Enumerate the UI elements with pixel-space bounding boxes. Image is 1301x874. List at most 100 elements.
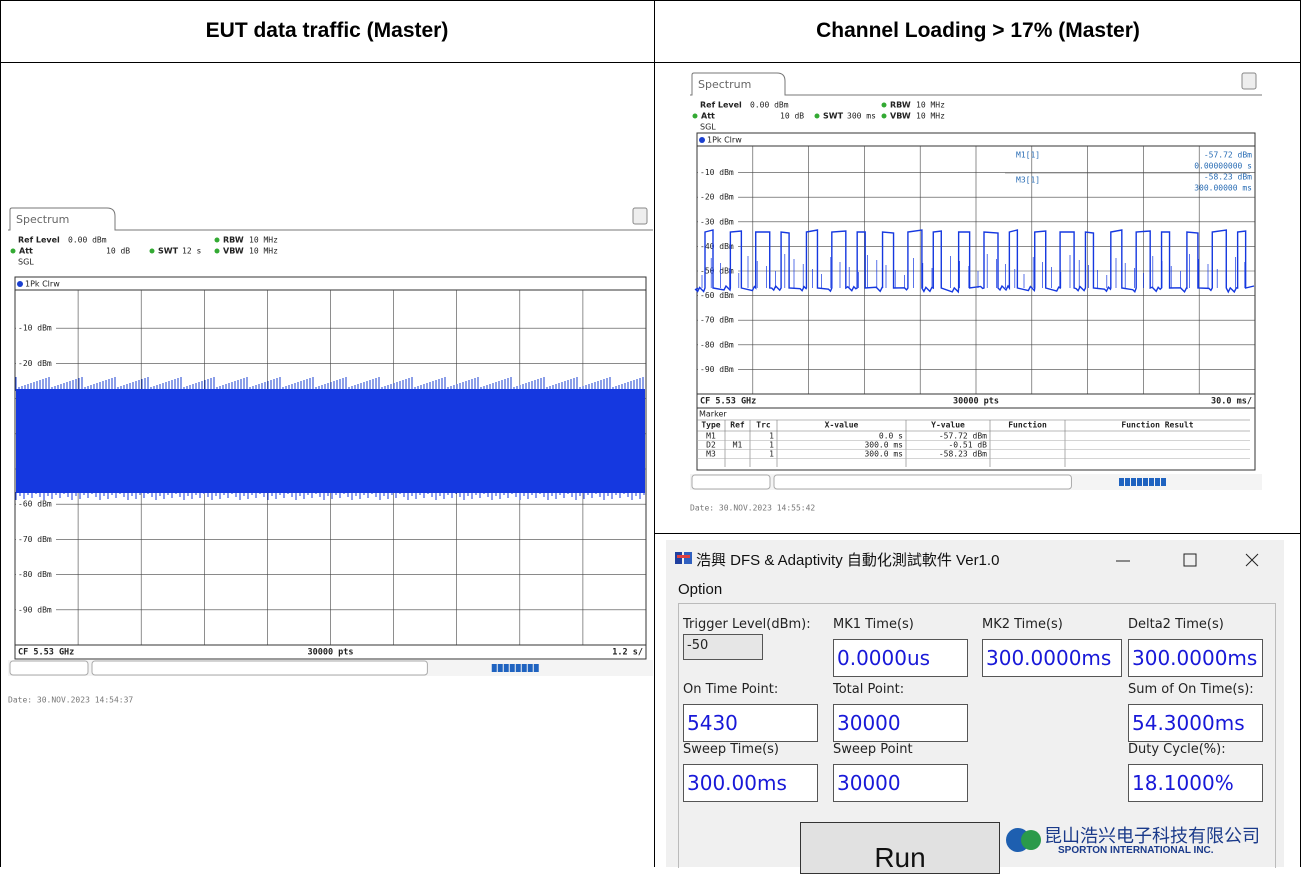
status-dot — [215, 249, 220, 254]
marker-table-cell: -0.51 dB — [948, 441, 987, 450]
y-axis-label: -90 dBm — [18, 605, 52, 614]
company-name-en: SPORTON INTERNATIONAL INC. — [1058, 845, 1214, 856]
icon — [633, 208, 647, 224]
spectrum-screenshot: SpectrumRef Level0.00 dBmRBW10 MHzAtt10 … — [8, 205, 653, 715]
field-value: 54.3000ms — [1128, 704, 1263, 742]
att-label: Att — [701, 112, 715, 121]
marker-table-header: Function — [1008, 420, 1047, 430]
field-value: 18.1000% — [1128, 764, 1263, 802]
app-icon — [674, 550, 694, 566]
ref-level: 0.00 dBm — [750, 101, 789, 110]
progress-block — [516, 664, 521, 672]
progress-block — [1143, 478, 1148, 486]
field-label: Delta2 Time(s) — [1128, 617, 1224, 632]
time-scale: 30.0 ms/ — [1211, 397, 1252, 407]
trace-label: 1Pk Clrw — [25, 280, 60, 289]
field-label: Trigger Level(dBm): — [683, 617, 811, 632]
header-cell: EUT data traffic (Master) — [0, 0, 654, 62]
progress-block — [1131, 478, 1136, 486]
marker-level: -58.23 dBm — [1204, 173, 1252, 182]
date: Date: 30.NOV.2023 14:54:37 — [8, 696, 133, 705]
marker-table-header: Function Result — [1121, 420, 1193, 430]
mode: SGL — [700, 123, 716, 132]
marker-table-header: Type — [701, 421, 720, 430]
y-axis-label: -60 dBm — [18, 500, 52, 509]
status-field — [774, 475, 1071, 489]
status-dot — [882, 103, 887, 108]
center-frequency: CF 5.53 GHz — [700, 397, 756, 407]
y-axis-label: -90 dBm — [700, 365, 734, 374]
swt-label: SWT — [158, 247, 179, 256]
y-axis-label: -70 dBm — [18, 535, 52, 544]
page: EUT data traffic (Master) Channel Loadin… — [0, 0, 1301, 867]
marker-table-title: Marker — [699, 410, 727, 419]
company-logo — [1004, 822, 1044, 862]
ref-level: 0.00 dBm — [68, 236, 107, 245]
tab-label: Spectrum — [698, 78, 751, 91]
swt: 12 s — [182, 247, 201, 256]
marker-table-cell: -57.72 dBm — [939, 432, 987, 441]
vbw: 10 MHz — [249, 247, 278, 256]
marker-table-cell: 1 — [769, 441, 774, 450]
progress-block — [1155, 478, 1160, 486]
marker-name: M3[1] — [1016, 176, 1040, 185]
field-value: 300.00ms — [683, 764, 818, 802]
y-axis-label: -30 dBm — [700, 217, 734, 226]
marker-table-cell: 1 — [769, 450, 774, 459]
icon — [1242, 73, 1256, 89]
status-dot — [693, 114, 698, 119]
field-label: MK1 Time(s) — [833, 617, 914, 632]
cell-divider — [654, 533, 1301, 534]
swt-label: SWT — [823, 112, 844, 121]
swt: 300 ms — [847, 112, 876, 121]
marker-table-cell: M1 — [733, 441, 743, 450]
marker-name: M1[1] — [1016, 151, 1040, 160]
status-dot — [150, 249, 155, 254]
vbw-label: VBW — [890, 112, 911, 121]
status-field — [692, 475, 770, 489]
marker-table-cell: M3 — [706, 450, 716, 459]
field-label: Sweep Time(s) — [683, 742, 779, 757]
window-controls[interactable] — [1106, 548, 1276, 572]
center-frequency: CF 5.53 GHz — [18, 648, 74, 658]
progress-block — [1125, 478, 1130, 486]
progress-block — [534, 664, 539, 672]
field-label: On Time Point: — [683, 682, 778, 697]
field-value[interactable]: -50 — [683, 634, 763, 660]
status-dot — [882, 114, 887, 119]
progress-block — [1149, 478, 1154, 486]
field-label: Duty Cycle(%): — [1128, 742, 1226, 757]
y-axis-label: -20 dBm — [18, 359, 52, 368]
marker-table-cell: 300.0 ms — [864, 450, 903, 459]
y-axis-label: -10 dBm — [18, 324, 52, 333]
y-axis-label: -60 dBm — [700, 291, 734, 300]
field-value: 300.0000ms — [1128, 639, 1263, 677]
field-label: Sum of On Time(s): — [1128, 682, 1254, 697]
menu-option[interactable]: Option — [678, 581, 722, 598]
status-field — [10, 661, 88, 675]
vbw: 10 MHz — [916, 112, 945, 121]
field-label: Total Point: — [833, 682, 904, 697]
progress-block — [1137, 478, 1142, 486]
marker-table-cell: 300.0 ms — [864, 441, 903, 450]
marker-table-cell: M1 — [706, 432, 716, 441]
tab-label: Spectrum — [16, 213, 69, 226]
sweep-points: 30000 pts — [953, 397, 999, 407]
marker-level: -57.72 dBm — [1204, 151, 1252, 160]
tab — [8, 208, 653, 230]
status-dot — [215, 238, 220, 243]
ref-level-label: Ref Level — [700, 101, 742, 110]
trace-label: 1Pk Clrw — [707, 136, 742, 145]
column-divider — [654, 0, 655, 867]
rbw-label: RBW — [890, 101, 911, 110]
progress-block — [1161, 478, 1166, 486]
rbw: 10 MHz — [916, 101, 945, 110]
marker-time: 300.00000 ms — [1194, 184, 1252, 193]
progress-block — [1119, 478, 1124, 486]
y-axis-label: -70 dBm — [700, 316, 734, 325]
rbw: 10 MHz — [249, 236, 278, 245]
rbw-label: RBW — [223, 236, 244, 245]
status-dot — [815, 114, 820, 119]
run-button[interactable]: Run — [800, 822, 1000, 874]
trace-dot — [699, 137, 705, 143]
